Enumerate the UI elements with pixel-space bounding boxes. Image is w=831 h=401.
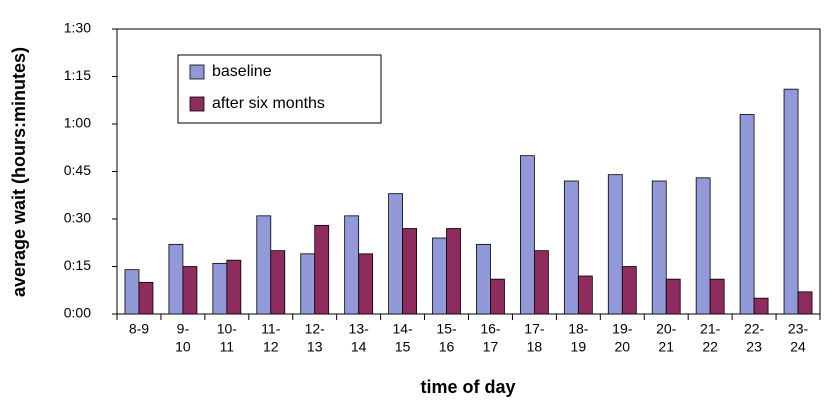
bar (168, 243, 184, 315)
bar (797, 291, 813, 315)
bar (695, 177, 711, 315)
y-tick-label: 0:30 (64, 210, 91, 226)
bar (607, 174, 623, 315)
bar (300, 253, 316, 315)
y-tick-label: 1:30 (64, 20, 91, 36)
bar (534, 250, 549, 315)
y-axis-title: average wait (hours:minutes) (9, 47, 29, 297)
y-tick-label: 0:45 (64, 162, 91, 178)
bar (344, 215, 360, 315)
x-tick-label: 23 (746, 339, 762, 355)
x-tick-label: 13- (349, 321, 370, 337)
x-tick-label: 8-9 (129, 321, 149, 337)
x-tick-label: 12- (305, 321, 326, 337)
bar (709, 278, 725, 315)
x-tick-label: 18 (527, 339, 543, 355)
legend-box (177, 54, 382, 124)
bar (476, 243, 491, 315)
x-tick-label: 9- (177, 321, 190, 337)
x-tick-label: 11 (220, 339, 235, 355)
bar (182, 266, 198, 315)
bar (358, 253, 374, 315)
bar (432, 237, 447, 315)
x-tick-label: 14 (351, 339, 367, 355)
y-tick-label: 0:15 (64, 257, 91, 273)
bar (212, 262, 228, 315)
bar (226, 259, 242, 315)
x-tick-label: 24 (790, 339, 806, 355)
y-tick-label: 1:15 (64, 67, 91, 83)
x-tick-label: 17- (524, 321, 545, 337)
bar (665, 278, 681, 315)
bar (577, 275, 593, 315)
bar (388, 193, 403, 315)
x-tick-label: 21- (700, 321, 721, 337)
x-tick-label: 22- (744, 321, 765, 337)
x-tick-label: 20- (656, 321, 677, 337)
bar (520, 155, 535, 315)
x-tick-label: 18- (568, 321, 589, 337)
bar (783, 88, 799, 315)
x-tick-label: 21 (658, 339, 674, 355)
y-tick-label: 0:00 (64, 305, 91, 321)
x-tick-label: 10 (175, 339, 191, 355)
x-tick-label: 19 (571, 339, 587, 355)
x-tick-label: 16- (480, 321, 501, 337)
x-tick-label: 23- (788, 321, 809, 337)
x-axis-title: time of day (420, 377, 515, 397)
x-tick-label: 19- (612, 321, 633, 337)
bar (402, 228, 417, 315)
bar (563, 180, 579, 315)
x-tick-label: 17 (483, 339, 499, 355)
x-tick-label: 20 (614, 339, 630, 355)
y-tick-label: 1:00 (64, 115, 91, 131)
bar (256, 215, 272, 315)
bar (651, 180, 667, 315)
legend-swatch (189, 96, 205, 112)
x-tick-label: 10- (217, 321, 238, 337)
legend-label: after six months (212, 95, 325, 112)
bar (490, 278, 505, 315)
x-tick-label: 14- (392, 321, 413, 337)
bar (138, 281, 154, 315)
bar (270, 250, 286, 315)
bar (124, 269, 140, 315)
bar (446, 228, 461, 315)
bar (621, 266, 637, 315)
bar (739, 114, 755, 315)
bar (753, 297, 769, 315)
x-tick-label: 22 (702, 339, 718, 355)
x-tick-label: 16 (439, 339, 455, 355)
x-tick-label: 15 (395, 339, 411, 355)
bar (314, 224, 330, 315)
x-tick-label: 12 (263, 339, 279, 355)
x-tick-label: 11- (261, 321, 281, 337)
x-tick-label: 15- (436, 321, 457, 337)
x-tick-label: 13 (307, 339, 323, 355)
legend-swatch (189, 64, 205, 80)
legend-label: baseline (212, 63, 272, 80)
